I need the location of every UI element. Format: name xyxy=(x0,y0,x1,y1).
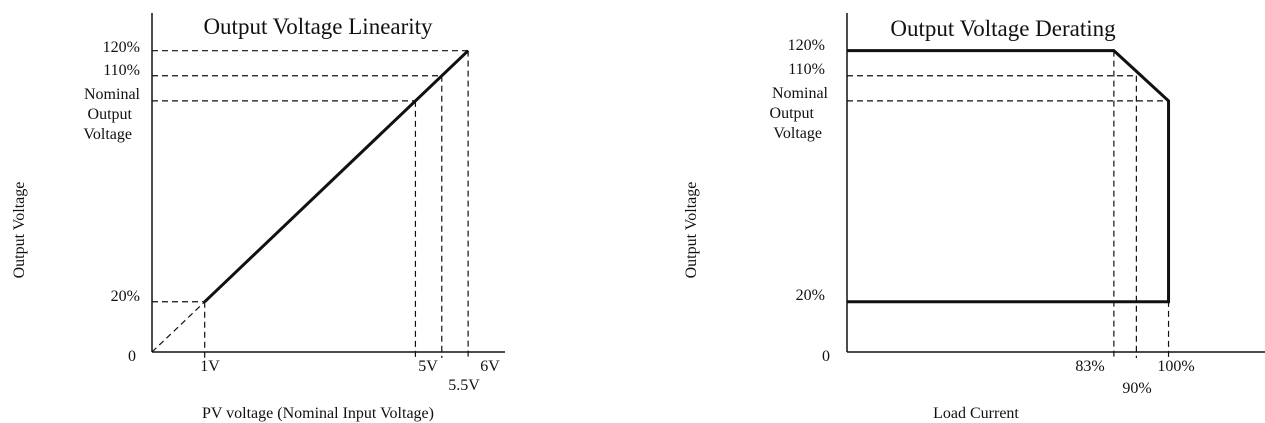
linearity-y-axis-label: Output Voltage xyxy=(11,182,28,279)
derating-x-tick-83: 83% xyxy=(1075,358,1104,375)
derating-y-axis-label: Output Voltage xyxy=(683,182,700,279)
linearity-title: Output Voltage Linearity xyxy=(203,14,433,39)
derating-y-tick-nominal-line1: Nominal xyxy=(772,85,829,102)
linearity-y-tick-nominal-line2: Output xyxy=(88,106,133,123)
derating-chart: Output Voltage Derating Load Current Out… xyxy=(683,16,1195,422)
derating-title: Output Voltage Derating xyxy=(890,16,1116,41)
derating-series-0 xyxy=(847,49,1171,304)
linearity-x-tick-6v: 6V xyxy=(480,358,500,375)
derating-x-axis-label: Load Current xyxy=(933,405,1019,422)
linearity-y-tick-110: 110% xyxy=(103,62,140,79)
derating-y-tick-nominal-line2: Output xyxy=(770,105,815,122)
derating-origin-label: 0 xyxy=(822,348,830,365)
linearity-chart: Output Voltage Linearity PV voltage (Nom… xyxy=(11,14,500,422)
derating-x-tick-100: 100% xyxy=(1157,358,1194,375)
linearity-origin-label: 0 xyxy=(128,348,136,365)
linearity-series-0 xyxy=(203,49,470,303)
linearity-y-tick-nominal-line3: Voltage xyxy=(83,126,132,143)
linearity-x-tick-5-5v: 5.5V xyxy=(448,377,480,394)
chart-geometry xyxy=(151,13,1265,358)
linearity-x-tick-1v: 1V xyxy=(200,358,220,375)
linearity-y-tick-nominal-line1: Nominal xyxy=(84,86,141,103)
linearity-y-tick-120: 120% xyxy=(103,39,140,56)
derating-y-tick-120: 120% xyxy=(788,37,825,54)
derating-y-tick-nominal-line3: Voltage xyxy=(773,125,822,142)
linearity-x-axis-label: PV voltage (Nominal Input Voltage) xyxy=(202,405,434,422)
derating-y-tick-110: 110% xyxy=(788,61,825,78)
linearity-y-tick-20: 20% xyxy=(111,288,140,305)
linearity-series-1 xyxy=(151,301,206,353)
linearity-x-tick-5v: 5V xyxy=(418,358,438,375)
derating-x-tick-90: 90% xyxy=(1122,380,1151,397)
derating-y-tick-20: 20% xyxy=(796,287,825,304)
